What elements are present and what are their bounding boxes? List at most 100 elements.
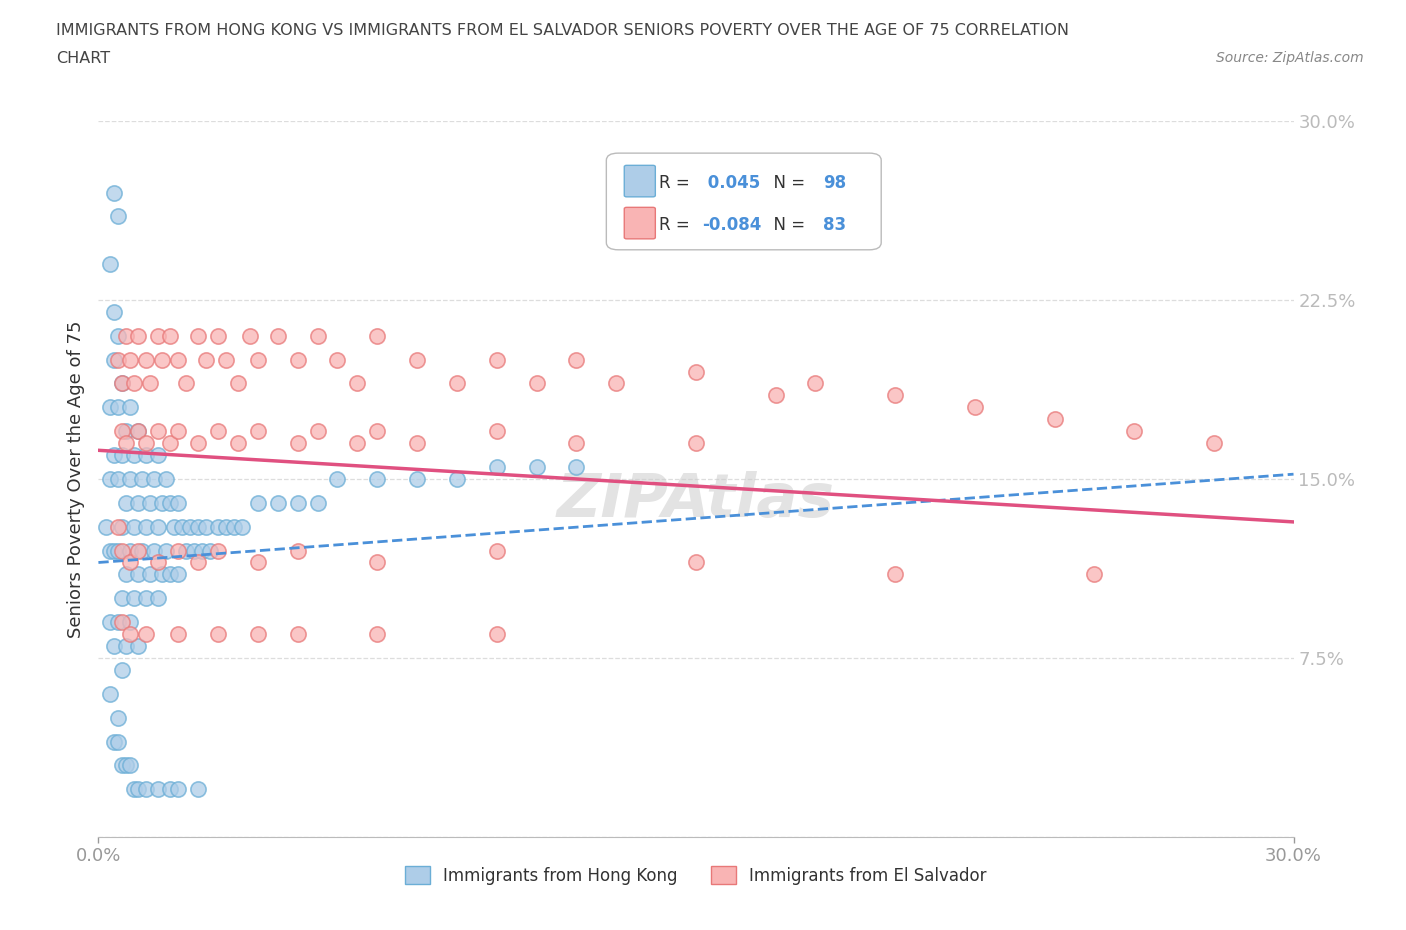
- Point: [174, 376, 197, 391]
- Text: R =: R =: [659, 174, 695, 192]
- Point: [135, 447, 157, 462]
- Point: [172, 519, 194, 534]
- Point: [159, 782, 181, 797]
- Point: [120, 472, 142, 486]
- Point: [103, 639, 125, 654]
- Point: [103, 543, 125, 558]
- Point: [107, 543, 129, 558]
- Point: [135, 352, 157, 367]
- Point: [107, 400, 129, 415]
- Point: [163, 519, 186, 534]
- Point: [1083, 567, 1105, 582]
- Point: [307, 328, 329, 343]
- Text: 83: 83: [823, 216, 846, 233]
- Point: [267, 328, 290, 343]
- Point: [115, 328, 138, 343]
- Point: [307, 424, 329, 439]
- Text: 98: 98: [823, 174, 846, 192]
- Point: [195, 352, 218, 367]
- Point: [115, 496, 138, 511]
- Point: [446, 376, 468, 391]
- Point: [287, 627, 309, 642]
- Point: [131, 472, 153, 486]
- Point: [139, 496, 162, 511]
- Point: [366, 328, 388, 343]
- Point: [187, 555, 209, 570]
- Point: [148, 519, 170, 534]
- Point: [135, 591, 157, 605]
- Point: [485, 459, 508, 474]
- Point: [246, 424, 269, 439]
- Point: [115, 758, 138, 773]
- Point: [226, 376, 249, 391]
- Point: [605, 376, 627, 391]
- FancyBboxPatch shape: [624, 207, 655, 239]
- Point: [167, 627, 190, 642]
- Point: [155, 543, 177, 558]
- Point: [645, 232, 668, 247]
- Point: [231, 519, 253, 534]
- Point: [485, 543, 508, 558]
- Point: [207, 543, 229, 558]
- Point: [127, 424, 149, 439]
- Point: [167, 352, 190, 367]
- Text: 0.045: 0.045: [702, 174, 761, 192]
- Point: [150, 496, 173, 511]
- Point: [222, 519, 245, 534]
- Point: [103, 185, 125, 200]
- Point: [167, 424, 190, 439]
- Point: [485, 424, 508, 439]
- Point: [167, 543, 190, 558]
- Point: [120, 627, 142, 642]
- Point: [124, 591, 146, 605]
- Point: [765, 388, 787, 403]
- Point: [96, 519, 118, 534]
- Point: [107, 209, 129, 224]
- Point: [103, 447, 125, 462]
- Point: [195, 519, 218, 534]
- Point: [148, 591, 170, 605]
- Point: [124, 519, 146, 534]
- Point: [1123, 424, 1146, 439]
- Point: [605, 185, 627, 200]
- Point: [124, 447, 146, 462]
- Point: [187, 435, 209, 451]
- Point: [366, 472, 388, 486]
- Point: [107, 328, 129, 343]
- Point: [187, 782, 209, 797]
- Point: [143, 543, 166, 558]
- Point: [346, 435, 368, 451]
- Point: [127, 639, 149, 654]
- Point: [485, 627, 508, 642]
- Point: [98, 686, 122, 701]
- Point: [111, 519, 134, 534]
- Point: [103, 352, 125, 367]
- Point: [191, 543, 214, 558]
- FancyBboxPatch shape: [606, 153, 882, 250]
- Point: [139, 376, 162, 391]
- Point: [246, 555, 269, 570]
- Point: [239, 328, 262, 343]
- Point: [884, 567, 907, 582]
- Point: [127, 782, 149, 797]
- Legend: Immigrants from Hong Kong, Immigrants from El Salvador: Immigrants from Hong Kong, Immigrants fr…: [396, 857, 995, 893]
- Point: [111, 615, 134, 630]
- Point: [526, 376, 548, 391]
- Point: [111, 662, 134, 677]
- Point: [150, 352, 173, 367]
- Text: CHART: CHART: [56, 51, 110, 66]
- Point: [565, 459, 588, 474]
- Point: [406, 352, 429, 367]
- Point: [127, 328, 149, 343]
- Text: R =: R =: [659, 216, 695, 233]
- Point: [115, 424, 138, 439]
- Point: [187, 519, 209, 534]
- Point: [148, 447, 170, 462]
- Point: [167, 567, 190, 582]
- Point: [366, 627, 388, 642]
- Point: [98, 400, 122, 415]
- Point: [120, 400, 142, 415]
- Point: [159, 435, 181, 451]
- Point: [685, 365, 707, 379]
- Point: [107, 472, 129, 486]
